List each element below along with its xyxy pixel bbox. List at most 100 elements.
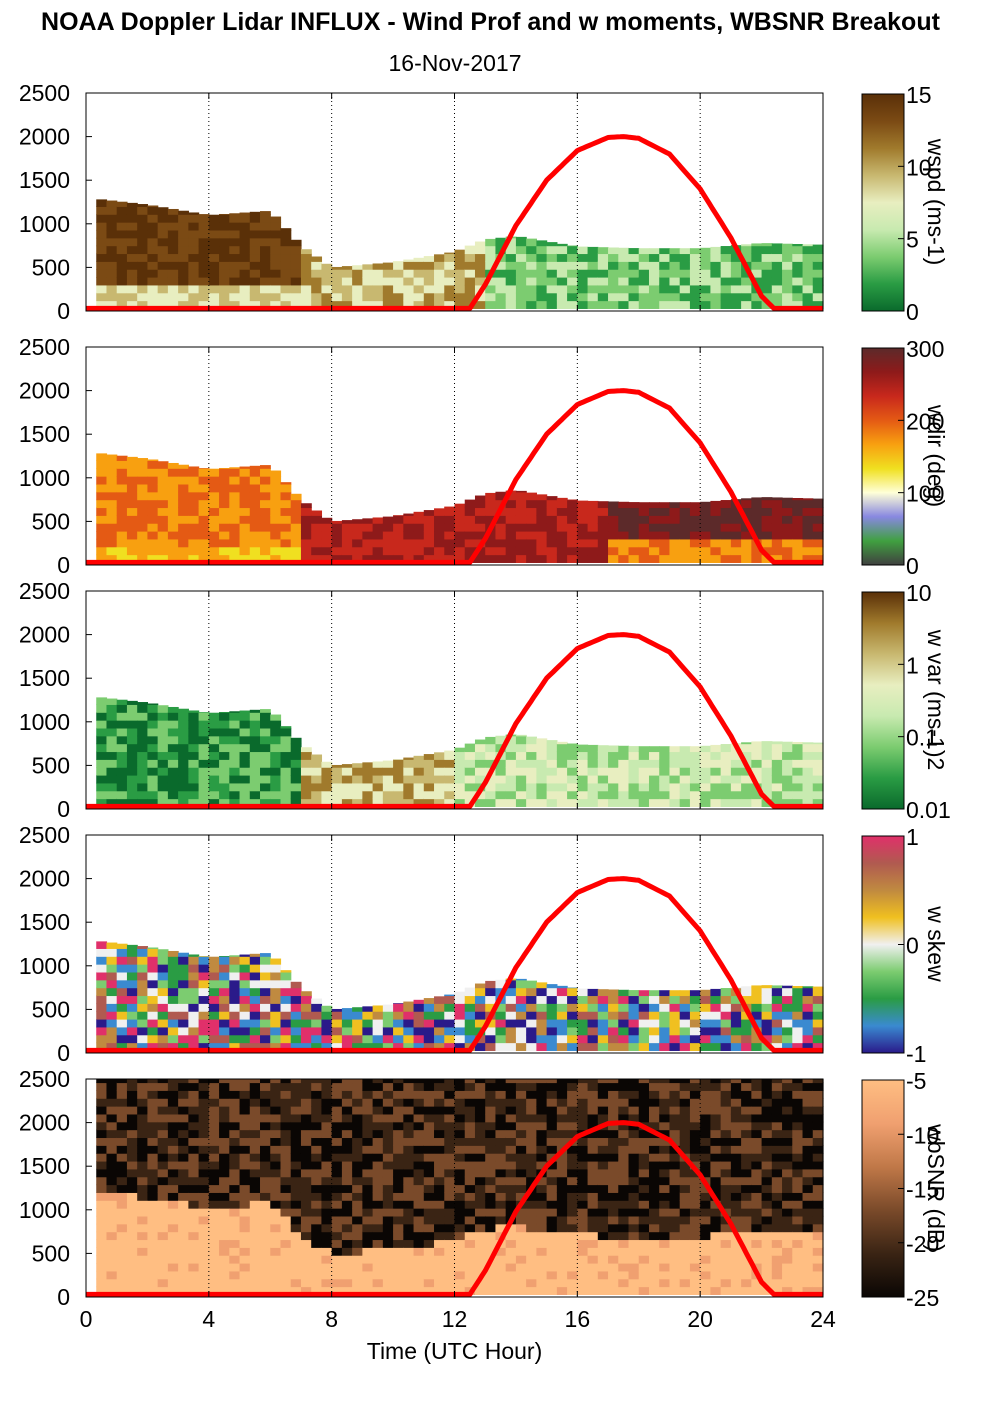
heatmap-cell [352, 519, 363, 524]
heatmap-cell [96, 697, 108, 705]
heatmap-cell [208, 491, 220, 501]
heatmap-cell [464, 515, 476, 524]
heatmap-cell [372, 1223, 384, 1233]
heatmap-cell [96, 743, 108, 753]
heatmap-cell [628, 1079, 640, 1084]
heatmap-cell [352, 1247, 363, 1256]
heatmap-cell [96, 767, 108, 776]
heatmap-cell [669, 1270, 681, 1280]
heatmap-cell [730, 530, 742, 540]
heatmap-cell [126, 1215, 138, 1225]
heatmap-cell [423, 284, 435, 294]
heatmap-cell [618, 1231, 630, 1241]
heatmap-cell [577, 1160, 589, 1170]
heatmap-cell [556, 995, 568, 1004]
heatmap-cell [208, 995, 220, 1004]
heatmap-cell [331, 1129, 343, 1139]
heatmap-cell [188, 1003, 200, 1012]
heatmap-cell [372, 284, 384, 294]
heatmap-cell [700, 790, 712, 800]
heatmap-cell [188, 987, 200, 997]
heatmap-cell [515, 1255, 527, 1264]
heatmap-cell [546, 774, 558, 784]
heatmap-cell [126, 1184, 138, 1193]
heatmap-cell [311, 1026, 323, 1036]
heatmap-cell [219, 245, 230, 255]
heatmap-cell [423, 754, 435, 760]
heatmap-cell [300, 1082, 312, 1091]
heatmap-cell [812, 1168, 824, 1178]
heatmap-cell [341, 1008, 353, 1012]
heatmap-cell [689, 276, 701, 286]
heatmap-cell [556, 1184, 568, 1193]
heatmap-cell [423, 1215, 435, 1225]
heatmap-cell [741, 774, 752, 784]
heatmap-cell [116, 1121, 128, 1131]
heatmap-cell [321, 1106, 333, 1115]
heatmap-cell [126, 987, 138, 997]
heatmap-cell [526, 1278, 537, 1288]
heatmap-cell [710, 995, 722, 1004]
heatmap-cell [106, 1184, 118, 1193]
heatmap-cell [300, 276, 312, 286]
heatmap-cell [116, 1106, 128, 1115]
heatmap-cell [526, 253, 537, 262]
heatmap-cell [689, 1121, 701, 1131]
heatmap-cell [260, 751, 271, 760]
heatmap-cell [249, 1090, 261, 1099]
heatmap-cell [311, 1286, 323, 1295]
heatmap-cell [116, 1090, 128, 1099]
heatmap-cell [741, 554, 752, 563]
heatmap-cell [587, 1098, 599, 1107]
heatmap-cell [178, 491, 189, 501]
heatmap-cell [260, 476, 271, 485]
heatmap-cell [321, 798, 333, 807]
heatmap-cell [679, 1223, 691, 1233]
heatmap-cell [126, 944, 138, 949]
heatmap-cell [229, 1200, 241, 1209]
heatmap-cell [638, 1003, 650, 1012]
heatmap-cell [444, 1247, 456, 1256]
heatmap-cell [679, 515, 691, 524]
heatmap-cell [782, 499, 793, 509]
heatmap-cell [106, 292, 118, 302]
heatmap-cell [229, 214, 241, 223]
heatmap-cell [730, 1286, 742, 1295]
heatmap-cell [546, 1113, 558, 1123]
heatmap-cell [761, 497, 773, 501]
heatmap-cell [618, 1113, 630, 1123]
heatmap-cell [802, 261, 814, 270]
heatmap-cell [526, 980, 537, 989]
heatmap-cell [137, 751, 149, 760]
y-tick-label: 500 [32, 996, 70, 1022]
heatmap-cell [526, 1018, 537, 1028]
heatmap-cell [782, 1042, 793, 1051]
heatmap-cell [219, 751, 230, 760]
heatmap-cell [219, 1026, 230, 1036]
heatmap-cell [526, 546, 537, 556]
heatmap-cell [331, 554, 343, 563]
heatmap-cell [679, 995, 691, 1004]
heatmap-cell [198, 1079, 210, 1084]
heatmap-cell [167, 1160, 179, 1170]
heatmap-cell [423, 1018, 435, 1028]
heatmap-cell [126, 468, 138, 477]
heatmap-cell [741, 1090, 752, 1099]
heatmap-cell [352, 1184, 363, 1193]
heatmap-cell [761, 507, 773, 516]
heatmap-cell [495, 1042, 507, 1051]
heatmap-cell [229, 1079, 241, 1084]
heatmap-cell [198, 523, 210, 532]
heatmap-cell [270, 714, 282, 721]
heatmap-cell [485, 284, 497, 294]
heatmap-cell [730, 774, 742, 784]
heatmap-cell [403, 513, 415, 516]
heatmap-cell [382, 284, 394, 294]
heatmap-cell [454, 1286, 466, 1295]
heatmap-cell [219, 798, 230, 807]
heatmap-cell [802, 759, 814, 768]
heatmap-cell [556, 1239, 568, 1248]
heatmap-cell [198, 956, 210, 957]
